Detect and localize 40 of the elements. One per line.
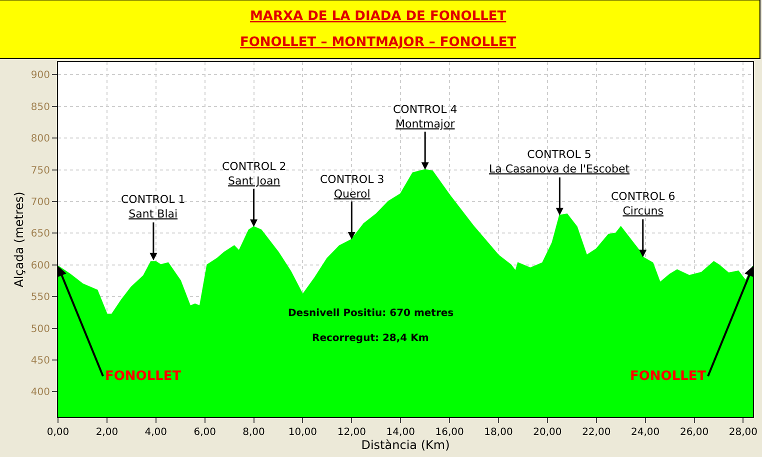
x-tick-label: 20,00 [533,427,562,438]
annotation: FONOLLET [105,369,182,384]
x-tick-label: 16,00 [435,427,464,438]
annotation: CONTROL 6 Circuns [611,190,676,218]
y-tick-label: 900 [30,70,50,82]
annotation: CONTROL 4 Montmajor [393,103,458,130]
y-tick-label: 700 [30,196,50,208]
x-tick-label: 4,00 [144,427,168,438]
x-tick-label: 26,00 [680,427,709,438]
annotation: FONOLLET [630,369,706,384]
x-axis-title: Distància (Km) [361,438,450,452]
annotation: CONTROL 3 Querol [320,173,384,200]
y-tick-label: 650 [30,228,50,240]
y-tick-label: 750 [30,165,50,176]
chart-subtitle: FONOLLET – MONTMAJOR – FONOLLET [240,35,516,50]
y-tick-label: 450 [30,355,50,366]
x-tick-label: 12,00 [337,427,366,438]
x-tick-label: 0,00 [46,427,70,438]
x-tick-label: 14,00 [386,427,415,438]
x-tick-label: 6,00 [194,427,216,438]
y-axis-title: Alçada (metres) [12,192,26,288]
chart-title: MARXA DE LA DIADA DE FONOLLET [250,9,506,24]
x-tick-label: 22,00 [582,427,611,438]
annotation: CONTROL 2 Sant Joan [222,160,286,188]
y-tick-label: 400 [30,387,50,398]
annotation: Recorregut: 28,4 Km [312,333,429,344]
x-tick-label: 8,00 [242,427,265,438]
y-tick-label: 500 [30,324,50,335]
x-tick-label: 24,00 [631,427,660,438]
y-tick-label: 850 [30,102,50,113]
x-tick-label: 18,00 [484,427,513,438]
y-tick-label: 600 [30,260,50,272]
x-tick-label: 28,00 [728,427,758,438]
annotation: CONTROL 5 La Casanova de l'Escobet [489,148,630,176]
y-tick-label: 550 [30,292,50,304]
x-tick-label: 2,00 [96,427,118,438]
annotation: CONTROL 1 Sant Blai [121,193,186,220]
annotation: Desnivell Positiu: 670 metres [288,308,454,319]
x-tick-label: 10,00 [288,427,318,438]
y-tick-label: 800 [30,134,50,145]
